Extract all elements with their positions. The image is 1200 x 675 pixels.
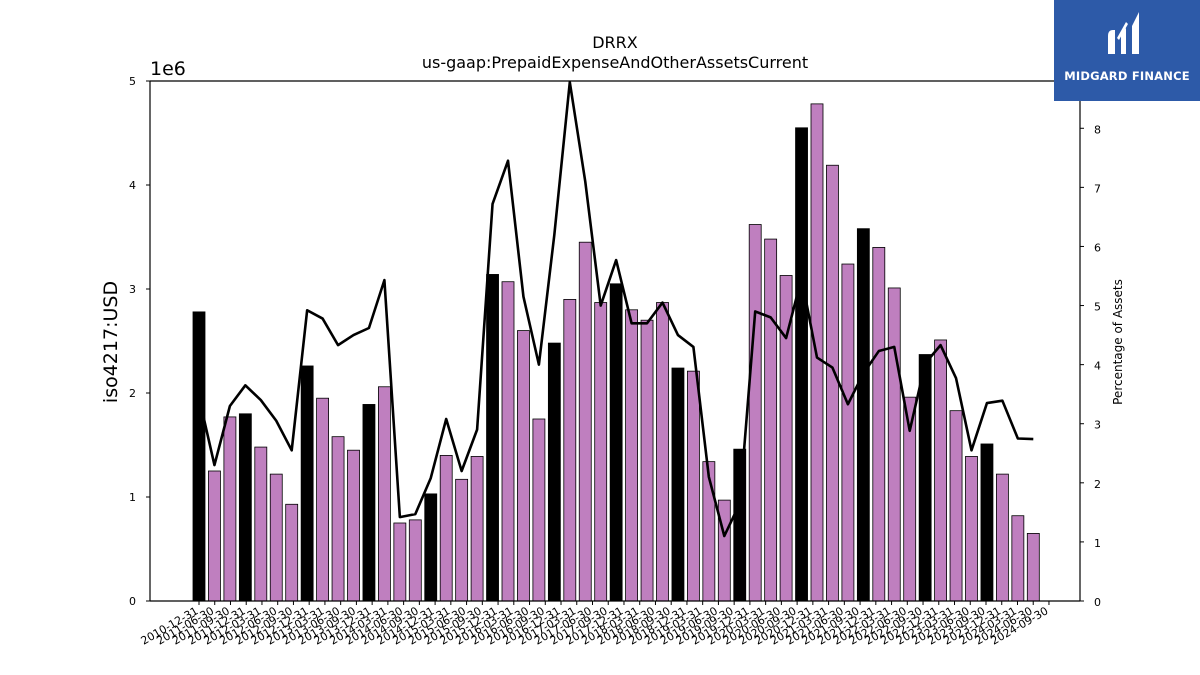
ytick-right-label-6: 6: [1094, 241, 1101, 254]
ytick-right-label-7: 7: [1094, 182, 1101, 195]
bar-28: [625, 309, 638, 602]
logo-text: MIDGARD FINANCE: [1064, 69, 1190, 83]
bar-48: [934, 339, 947, 602]
brand-logo: MIDGARD FINANCE: [1054, 0, 1200, 101]
bar-9: [331, 436, 345, 602]
bar-31: [671, 367, 685, 602]
y-offset-text: 1e6: [150, 58, 186, 80]
bar-51: [980, 443, 994, 602]
ytick-left-label-0: 0: [129, 595, 136, 608]
bar-26: [594, 302, 608, 602]
bar-35: [733, 448, 747, 602]
ytick-right-label-3: 3: [1094, 419, 1101, 432]
bar-14: [408, 519, 422, 602]
bar-3: [238, 413, 252, 602]
bar-33: [702, 461, 716, 602]
bar-27: [609, 283, 623, 602]
ticks-layer: 0123450123456782010-12-312011-06-302011-…: [129, 75, 1101, 648]
bar-21: [517, 330, 530, 602]
bar-6: [285, 503, 299, 602]
bar-1: [208, 470, 221, 602]
bar-13: [393, 522, 407, 602]
ytick-left-label-2: 2: [129, 387, 136, 400]
bar-25: [578, 241, 592, 602]
bar-5: [269, 473, 283, 602]
bar-37: [764, 238, 778, 602]
bar-53: [1011, 515, 1025, 602]
y-axis-label-left: iso4217:USD: [100, 281, 122, 403]
ytick-left-label-5: 5: [129, 75, 136, 88]
bar-52: [996, 473, 1009, 602]
ytick-right-label-1: 1: [1094, 537, 1101, 550]
axes-layer: [149, 80, 1081, 602]
bar-4: [254, 446, 268, 602]
bar-12: [377, 386, 391, 602]
bar-36: [748, 224, 762, 602]
midgard-logo-icon: [1108, 12, 1139, 54]
bar-2: [223, 416, 237, 602]
bar-44: [872, 246, 886, 602]
bar-30: [656, 302, 669, 602]
bar-39: [795, 127, 808, 602]
percentage-line: [197, 80, 1034, 538]
bar-10: [347, 449, 360, 602]
bar-17: [455, 478, 469, 602]
ytick-right-label-4: 4: [1094, 360, 1101, 373]
bar-0: [192, 311, 206, 602]
bar-11: [362, 404, 376, 602]
bar-7: [300, 365, 314, 602]
bar-15: [424, 493, 438, 602]
bar-54: [1026, 533, 1040, 602]
bar-50: [965, 456, 978, 602]
ytick-right-label-8: 8: [1094, 123, 1101, 136]
chart-subtitle: us-gaap:PrepaidExpenseAndOtherAssetsCurr…: [422, 53, 808, 72]
bar-18: [470, 456, 484, 602]
bar-43: [856, 228, 870, 602]
bar-29: [640, 319, 654, 602]
ytick-left-label-4: 4: [129, 179, 136, 192]
bar-47: [918, 354, 932, 602]
bar-42: [841, 263, 855, 602]
bar-22: [532, 418, 546, 602]
chart-title: DRRX: [592, 33, 638, 52]
bar-32: [687, 370, 700, 602]
bar-41: [826, 164, 839, 602]
ytick-left-label-1: 1: [129, 491, 136, 504]
ytick-left-label-3: 3: [129, 283, 136, 296]
bar-8: [316, 397, 330, 602]
bar-16: [439, 454, 453, 602]
bar-23: [547, 342, 561, 602]
bars-layer: [192, 103, 1040, 602]
ytick-right-label-0: 0: [1094, 596, 1101, 609]
bar-20: [501, 281, 515, 602]
bar-45: [887, 287, 901, 602]
line-layer: [197, 80, 1034, 538]
bar-49: [949, 410, 963, 602]
ytick-right-label-2: 2: [1094, 478, 1101, 491]
ytick-right-label-5: 5: [1094, 301, 1101, 314]
y-axis-label-right: Percentage of Assets: [1111, 279, 1125, 405]
bar-24: [563, 298, 577, 602]
bar-19: [486, 274, 499, 602]
